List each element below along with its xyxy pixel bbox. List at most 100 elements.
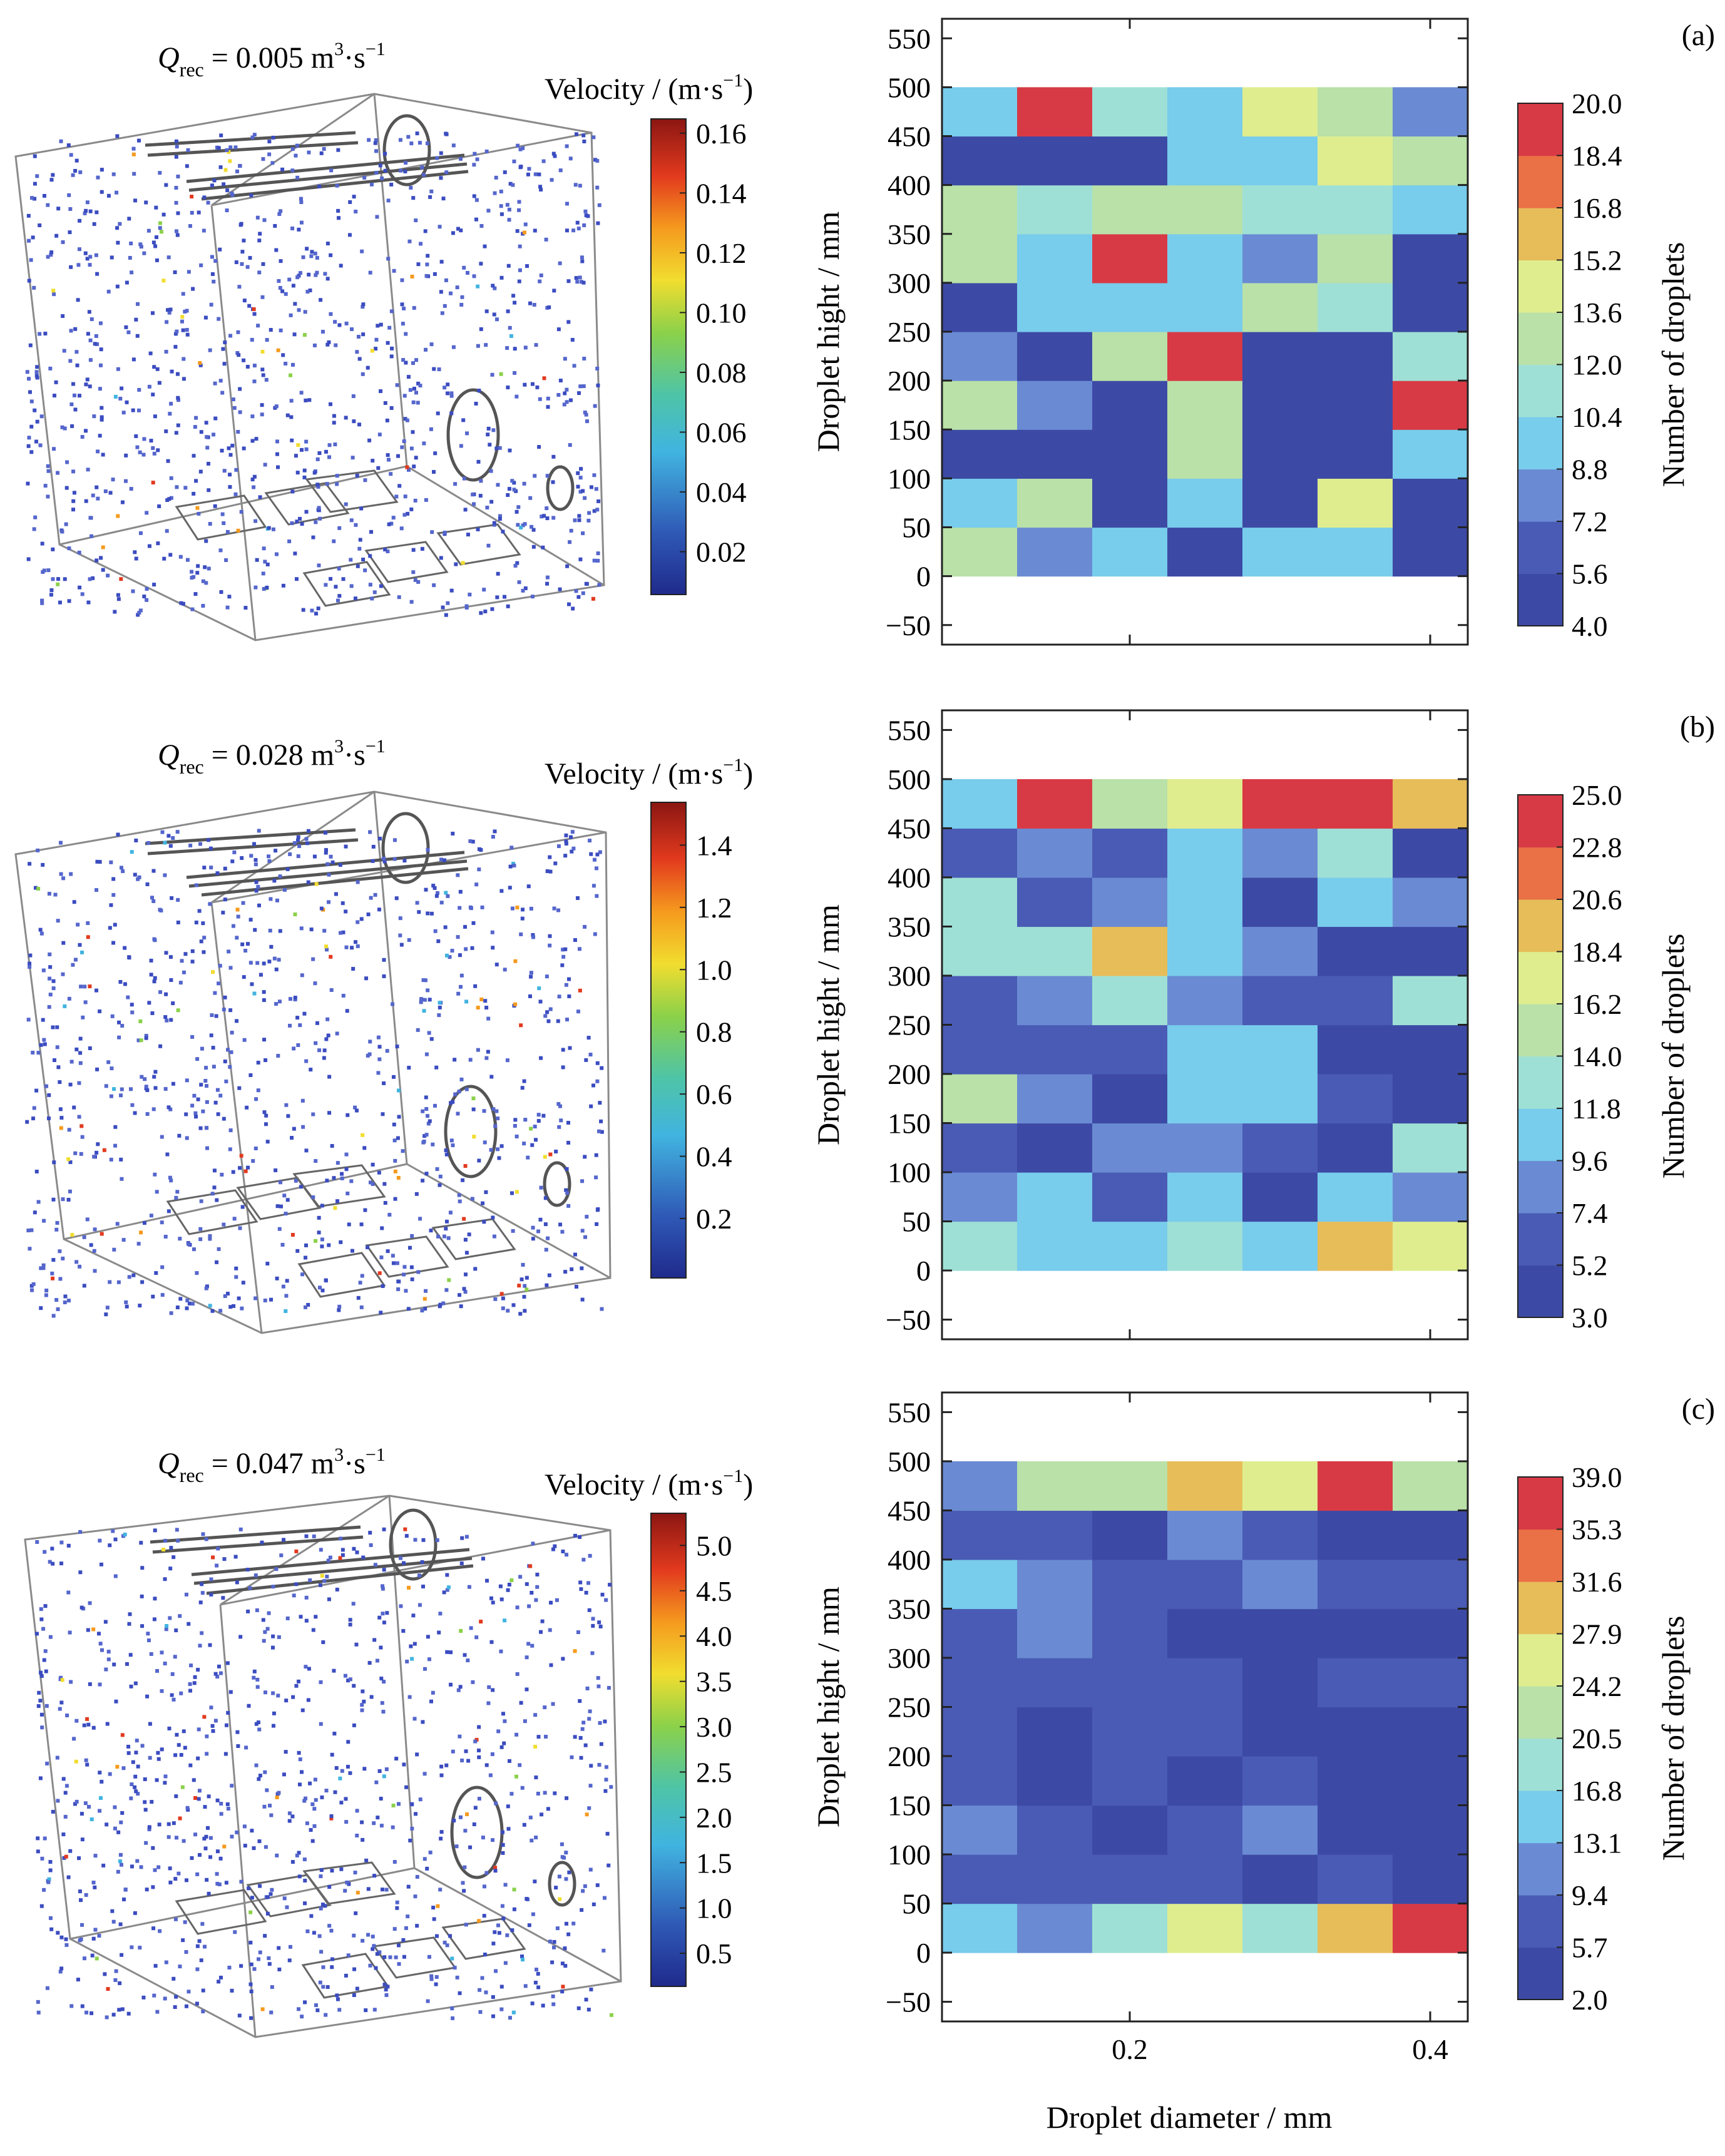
particle-dot [143, 1807, 148, 1812]
particle-dot [302, 333, 307, 337]
heatmap-cell [942, 87, 1018, 137]
particle-dot [42, 568, 46, 573]
count-colorbar-label: 7.4 [1572, 1197, 1608, 1229]
particle-dot [486, 1050, 490, 1054]
particle-dot [279, 1553, 284, 1558]
particle-dot [505, 346, 509, 350]
particle-dot [391, 1261, 396, 1265]
particle-dot [295, 275, 300, 280]
particle-dot [111, 892, 116, 897]
particle-dot [182, 970, 186, 974]
particle-dot [61, 1832, 66, 1837]
particle-dot [584, 581, 588, 586]
particle-dot [32, 1106, 36, 1110]
particle-dot [83, 984, 87, 989]
particle-dot [585, 1215, 589, 1219]
particle-dot [248, 1586, 252, 1590]
particle-dot [126, 995, 130, 999]
particle-dot [269, 944, 274, 949]
particle-dot [356, 335, 361, 339]
particle-dot [197, 1852, 202, 1857]
heatmap-cell [942, 185, 1018, 235]
particle-dot [136, 1242, 141, 1246]
particle-dot [196, 564, 200, 568]
particle-dot [55, 1755, 59, 1760]
particle-dot [383, 401, 387, 406]
particle-dot [473, 1739, 478, 1744]
particle-dot [28, 953, 33, 958]
particle-dot [401, 1628, 406, 1633]
particle-dot [551, 480, 555, 484]
particle-dot [321, 1965, 325, 1970]
particle-dot [51, 986, 56, 991]
particle-dot [595, 1208, 600, 1212]
particle-dot [374, 138, 378, 142]
particle-dot [306, 1698, 310, 1702]
heatmap-cell [1092, 1221, 1168, 1271]
particle-dot [131, 1273, 136, 1277]
particle-dot [516, 143, 520, 148]
particle-dot [424, 1095, 428, 1100]
particle-dot [120, 1024, 125, 1028]
particle-dot [238, 1166, 242, 1170]
particle-dot [134, 317, 138, 322]
particle-dot [444, 1219, 449, 1224]
particle-dot [482, 1109, 486, 1113]
particle-dot [153, 1597, 157, 1601]
panel-label: (c) [1682, 1392, 1715, 1426]
particle-dot [130, 1003, 134, 1007]
particle-dot [471, 1107, 476, 1111]
particle-dot [514, 1134, 519, 1138]
particle-dot [113, 1125, 118, 1129]
particle-dot [175, 1305, 180, 1310]
particle-dot [52, 292, 56, 297]
particle-dot [239, 509, 243, 514]
particle-dot [304, 439, 309, 444]
particle-dot [448, 1934, 453, 1938]
particle-dot [265, 1262, 270, 1266]
particle-dot [38, 443, 43, 447]
particle-dot [427, 998, 432, 1002]
particle-dot [536, 1735, 541, 1739]
particle-dot [529, 1127, 533, 1131]
particle-dot [501, 1830, 505, 1834]
particle-dot [530, 1590, 534, 1595]
velocity-tick-label: 0.08 [696, 357, 747, 389]
particle-dot [27, 278, 31, 283]
particle-dot [94, 334, 98, 338]
particle-dot [77, 1081, 81, 1085]
particle-dot [113, 1537, 118, 1541]
particle-dot [113, 1826, 117, 1831]
particle-dot [145, 511, 149, 515]
particle-dot [538, 999, 543, 1004]
heatmap-cell [1017, 282, 1093, 332]
particle-dot [525, 1687, 529, 1692]
heatmap-cell [1167, 1903, 1243, 1953]
particle-dot [224, 558, 228, 563]
particle-dot [63, 1814, 68, 1819]
heatmap-cell [1017, 527, 1093, 577]
particle-dot [163, 1015, 168, 1019]
particle-dot [85, 1217, 90, 1222]
particle-dot [243, 1844, 247, 1848]
particle-dot [199, 939, 203, 944]
heatmap-cell [1017, 975, 1093, 1026]
particle-dot [98, 1796, 103, 1801]
particle-dot [76, 298, 80, 302]
particle-dot [28, 390, 32, 394]
particle-dot [111, 1529, 115, 1533]
particle-dot [277, 278, 281, 283]
particle-dot [104, 1312, 108, 1317]
particle-dot [73, 1802, 78, 1806]
heatmap-cell [1318, 282, 1393, 332]
particle-dot [384, 1888, 389, 1892]
heatmap-cell [1017, 87, 1093, 137]
particle-dot [258, 1774, 262, 1778]
particle-dot [587, 1806, 591, 1811]
particle-dot [584, 213, 588, 218]
particle-dot [419, 997, 424, 1001]
heatmap-cell [1318, 429, 1393, 479]
particle-dot [443, 1940, 447, 1944]
particles-a [25, 131, 601, 617]
y-tick-label: 550 [888, 23, 931, 54]
